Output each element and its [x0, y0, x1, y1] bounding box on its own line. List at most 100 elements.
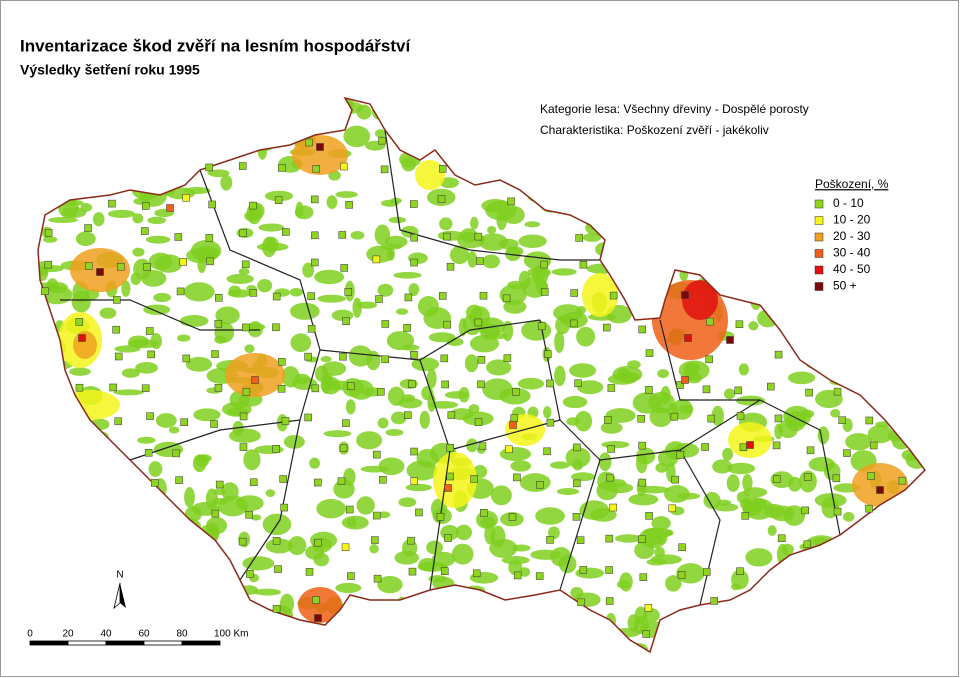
forest-patch [519, 567, 531, 577]
country-area [38, 98, 925, 652]
survey-point [443, 232, 451, 241]
survey-point [605, 534, 614, 543]
survey-point [415, 508, 423, 517]
forest-patch [426, 368, 437, 389]
forest-patch [408, 283, 420, 297]
forest-patch [470, 216, 479, 230]
survey-point [767, 382, 775, 391]
survey-point [645, 512, 653, 520]
survey-point [702, 568, 711, 576]
survey-point [373, 511, 381, 520]
damage-area [298, 587, 342, 623]
survey-point [512, 388, 520, 396]
forest-patch [499, 387, 531, 405]
forest-patch [627, 360, 641, 369]
survey-point [338, 231, 347, 239]
survey-point [114, 417, 122, 426]
survey-point [381, 320, 390, 328]
survey-point [246, 570, 254, 578]
survey-point [404, 411, 412, 419]
survey-point [605, 566, 613, 574]
survey-point [214, 319, 223, 328]
forest-patch [664, 529, 674, 536]
forest-patch [486, 359, 512, 376]
survey-point [341, 543, 350, 552]
forest-patch [867, 424, 894, 444]
forest-patch [215, 306, 240, 325]
forest-patch [467, 251, 478, 268]
survey-point [239, 443, 248, 451]
survey-point [408, 567, 417, 576]
survey-point [272, 537, 281, 545]
survey-point [239, 229, 247, 237]
survey-point [684, 334, 692, 342]
survey-point [377, 387, 385, 396]
damage-area [415, 160, 445, 190]
survey-point [638, 535, 646, 543]
survey-point [706, 317, 714, 326]
forest-patch [614, 534, 642, 543]
forest-patch [290, 333, 312, 353]
survey-point [573, 479, 581, 488]
forest-patch [576, 380, 604, 395]
forest-patch [518, 234, 547, 249]
forest-patch [455, 524, 472, 541]
forest-patch [817, 426, 830, 445]
forest-patch [703, 491, 721, 509]
forest-patch [177, 334, 191, 342]
forest-patch [320, 356, 332, 363]
forest-patch [289, 302, 320, 320]
forest-patch [551, 268, 577, 276]
survey-point [141, 227, 149, 235]
legend-label: 30 - 40 [833, 246, 871, 260]
forest-patch [569, 363, 597, 378]
survey-point [274, 565, 282, 573]
survey-point [310, 258, 319, 267]
survey-point [304, 413, 312, 422]
survey-point [447, 411, 456, 419]
forest-patch [69, 367, 91, 376]
survey-point [117, 262, 125, 271]
forest-patch [114, 345, 141, 353]
survey-point [479, 291, 488, 300]
survey-point [474, 232, 483, 241]
survey-point [705, 355, 713, 364]
forest-patch [238, 268, 250, 276]
survey-point [801, 506, 810, 515]
survey-point [146, 412, 154, 420]
forest-patch [466, 438, 478, 453]
survey-point [182, 354, 191, 363]
info-line: Charakteristika: Poškození zvěří - jakék… [540, 123, 769, 137]
survey-point [211, 509, 220, 518]
forest-patch [195, 245, 219, 261]
forest-patch [147, 216, 167, 225]
forest-patch [617, 368, 631, 381]
survey-point [305, 138, 313, 147]
district-boundary [449, 419, 561, 451]
survey-point [150, 479, 159, 487]
survey-point [444, 534, 452, 542]
survey-point [75, 383, 84, 392]
forest-patch [788, 476, 802, 492]
forest-patch [264, 190, 294, 202]
survey-point [838, 416, 846, 424]
forest-patch [150, 333, 162, 350]
survey-point [671, 475, 679, 484]
scale-label: 0 [27, 629, 33, 640]
survey-point [638, 441, 646, 450]
forest-patch [799, 470, 817, 493]
forest-patch [562, 395, 588, 409]
forest-patch [257, 278, 273, 293]
survey-point [670, 412, 679, 421]
survey-point [78, 334, 86, 342]
survey-point [833, 507, 842, 516]
forest-patch [315, 365, 329, 382]
forest-patch [639, 527, 668, 549]
legend-swatch [814, 282, 824, 291]
forest-patch [727, 462, 756, 475]
forest-patch [350, 231, 365, 240]
forest-patch [411, 357, 440, 372]
forest-patch [547, 526, 560, 540]
legend-swatch [814, 232, 824, 242]
forest-patch [75, 231, 96, 247]
